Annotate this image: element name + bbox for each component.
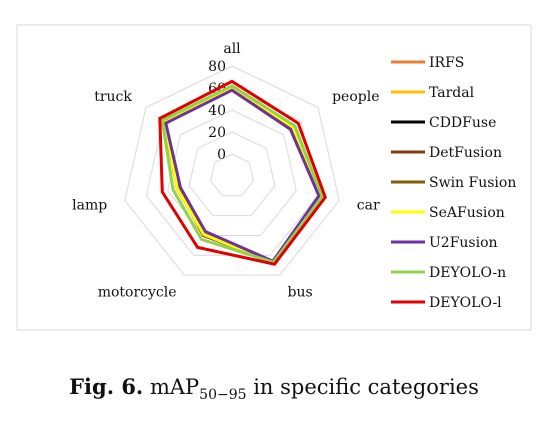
figure-caption: Fig. 6. mAP50−95 in specific categories <box>0 374 548 403</box>
legend-entry: U2Fusion <box>429 235 498 251</box>
series-line <box>160 84 324 264</box>
legend-entry: Tardal <box>429 85 475 101</box>
category-label: people <box>332 89 379 105</box>
grid-ring <box>210 153 254 197</box>
chart-frame <box>16 24 532 331</box>
category-label: lamp <box>72 198 107 214</box>
category-labels: all people car bus motorcycle lamp truck <box>72 41 380 300</box>
grid-ring <box>167 109 297 236</box>
radial-tick-label: 20 <box>208 125 226 141</box>
legend-entry: CDDFuse <box>429 115 496 131</box>
grid-ring <box>188 131 276 217</box>
legend: IRFS Tardal CDDFuse DetFusion Swin Fusion SeA… <box>391 55 516 311</box>
legend-entry: DEYOLO-l <box>429 295 502 311</box>
category-label: all <box>223 41 241 57</box>
series-line <box>158 79 327 266</box>
category-label: car <box>357 198 380 214</box>
radial-tick-label: 40 <box>208 103 226 119</box>
category-label: motorcycle <box>98 284 177 300</box>
caption-figure-number: Fig. 6. <box>69 374 144 399</box>
category-label: truck <box>94 89 132 105</box>
radar-series <box>158 79 327 266</box>
legend-entry: SeAFusion <box>429 205 505 221</box>
grid-ring <box>124 65 340 276</box>
caption-text-prefix: mAP <box>149 375 200 399</box>
caption-text-suffix: in specific categories <box>246 375 479 399</box>
legend-entry: DEYOLO-n <box>429 265 506 281</box>
legend-entry: IRFS <box>429 55 464 71</box>
radial-tick-label: 80 <box>208 59 226 75</box>
radial-tick-label: 0 <box>217 147 226 163</box>
legend-entry: DetFusion <box>429 145 502 161</box>
caption-subscript: 50−95 <box>199 387 247 404</box>
legend-entry: Swin Fusion <box>429 175 516 191</box>
category-label: bus <box>288 284 313 300</box>
series-line <box>164 88 321 264</box>
